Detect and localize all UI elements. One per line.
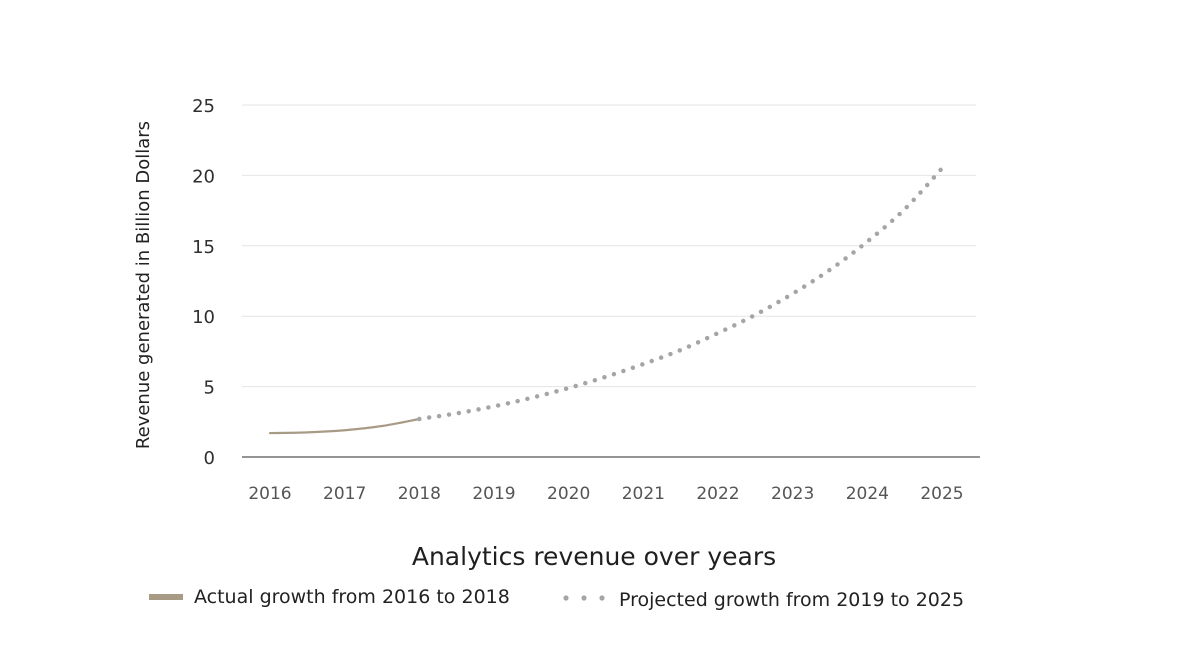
series-lines <box>268 166 945 435</box>
x-tick-label-2020: 2020 <box>547 484 590 504</box>
y-tick-label-20: 20 <box>192 166 215 187</box>
grid-lines <box>242 104 976 388</box>
x-tick-label-2025: 2025 <box>920 484 963 504</box>
x-tick-label-2021: 2021 <box>622 484 665 504</box>
x-tick-label-2022: 2022 <box>696 484 739 504</box>
y-tick-label-0: 0 <box>204 448 215 469</box>
legend-label-actual: Actual growth from 2016 to 2018 <box>194 586 510 608</box>
x-tick-label-2024: 2024 <box>846 484 889 504</box>
x-tick-label-2018: 2018 <box>398 484 441 504</box>
x-tick-label-2017: 2017 <box>323 484 366 504</box>
y-tick-label-5: 5 <box>204 378 215 399</box>
y-axis-title: Revenue generated in Billion Dollars <box>133 121 154 449</box>
x-tick-label-2023: 2023 <box>771 484 814 504</box>
y-tick-label-10: 10 <box>192 307 215 328</box>
series-line-projected <box>417 166 945 422</box>
legend-swatch-projected <box>563 595 605 601</box>
y-tick-label-15: 15 <box>192 237 215 258</box>
chart-title: Analytics revenue over years <box>412 542 776 571</box>
x-tick-labels: 2016 2017 2018 2019 2020 2021 2022 2023 2024 2025 <box>248 484 963 504</box>
legend: Actual growth from 2016 to 2018 Projecte… <box>149 586 964 611</box>
legend-label-projected: Projected growth from 2019 to 2025 <box>619 589 964 611</box>
x-tick-label-2016: 2016 <box>248 484 291 504</box>
x-tick-label-2019: 2019 <box>472 484 515 504</box>
y-tick-label-25: 25 <box>192 96 215 117</box>
series-line-actual <box>268 417 421 435</box>
y-tick-labels: 0 5 10 15 20 25 <box>192 96 215 469</box>
